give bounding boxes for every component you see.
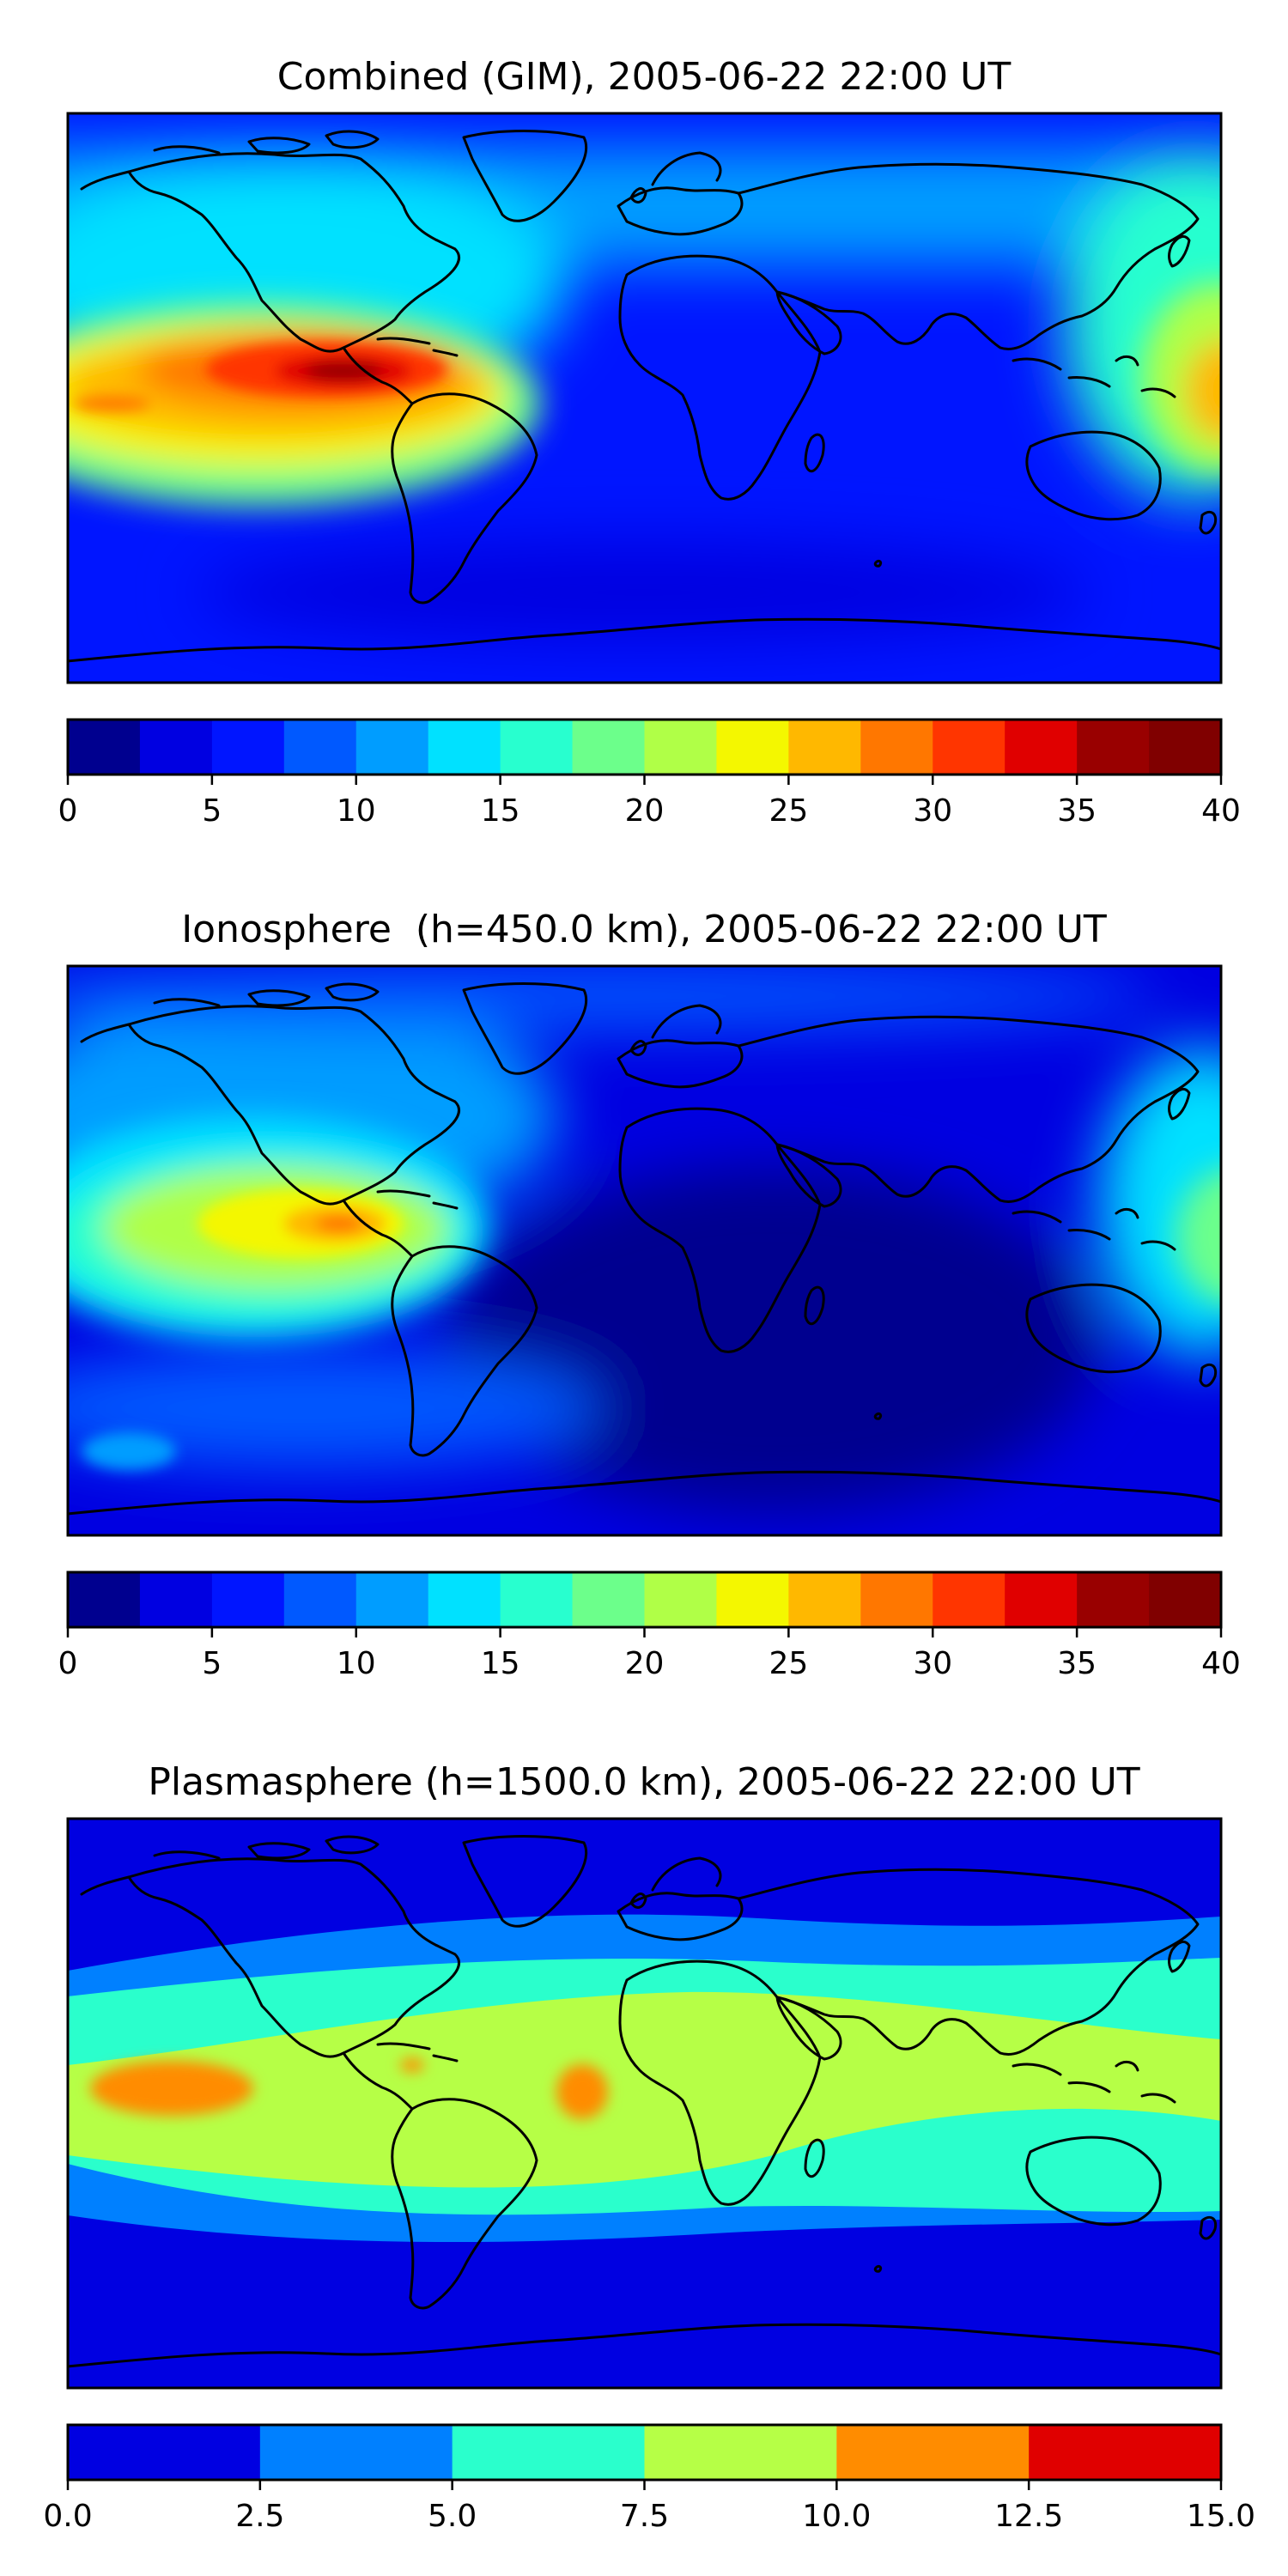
map-combined xyxy=(68,113,1221,683)
colorbar-cell xyxy=(211,1572,285,1627)
colorbar-combined: 0 5 10 15 20 25 30 35 40 xyxy=(58,718,1241,829)
tec-region-night-minimum xyxy=(447,1168,1099,1511)
colorbar-cell xyxy=(933,720,1005,775)
colorbar-tick-label: 30 xyxy=(913,1646,952,1681)
colorbar-tick-label: 10.0 xyxy=(802,2499,871,2534)
colorbar-cell xyxy=(788,1572,861,1627)
colorbar-tick-label: 15.0 xyxy=(1187,2499,1255,2534)
panel-plasmasphere: Plasmasphere (h=1500.0 km), 2005-06-22 2… xyxy=(43,1760,1255,2534)
tec-region-north-band xyxy=(68,966,1159,1030)
colorbar-cell xyxy=(572,1572,645,1627)
colorbar-tick-label: 5.0 xyxy=(428,2499,477,2534)
map-frame-combined xyxy=(66,112,1223,684)
colorbar-cell xyxy=(1149,720,1222,775)
colorbar-cell xyxy=(716,1572,789,1627)
colorbar-cell xyxy=(1149,1572,1222,1627)
colorbar-tick-label: 10 xyxy=(337,1646,376,1681)
colorbar-tick-label: 15 xyxy=(481,1646,520,1681)
colorbar-tick-label: 30 xyxy=(913,793,952,829)
colorbar-cell xyxy=(1029,2425,1222,2480)
colorbar-cell xyxy=(644,720,717,775)
colorbar-tick-label: 20 xyxy=(625,793,665,829)
chart-title-combined: Combined (GIM), 2005-06-22 22:00 UT xyxy=(277,55,1012,99)
colorbar-cell xyxy=(1005,1572,1078,1627)
colorbar-tick-label: 25 xyxy=(769,793,808,829)
tec-region-southeast-pacific xyxy=(82,1432,176,1470)
tec-region-low-stripe xyxy=(73,396,150,411)
colorbar-cell xyxy=(68,720,141,775)
colorbar-cell xyxy=(644,1572,717,1627)
colorbar-tick-label: 15 xyxy=(481,793,520,829)
colorbar-cell xyxy=(1077,720,1150,775)
colorbar-cell xyxy=(860,1572,933,1627)
colorbar-cell xyxy=(644,2425,837,2480)
colorbar-cell xyxy=(68,2425,261,2480)
colorbar-tick-label: 35 xyxy=(1057,1646,1097,1681)
tec-band-7p5 xyxy=(68,1991,1221,2188)
tec-region-peak-core xyxy=(315,1215,363,1232)
colorbar-ionosphere: 0 5 10 15 20 25 30 35 40 xyxy=(58,1571,1241,1681)
tec-region-south-band xyxy=(68,1348,601,1468)
colorbar-cell xyxy=(933,1572,1005,1627)
tec-region-pacific-yellow xyxy=(1185,339,1221,442)
colorbar-cell xyxy=(139,720,213,775)
colorbar-cell xyxy=(500,720,574,775)
chart-title-ionosphere: Ionosphere (h=450.0 km), 2005-06-22 22:0… xyxy=(181,908,1107,951)
colorbar-tick-label: 5 xyxy=(202,793,222,829)
colorbar-tick-label: 7.5 xyxy=(620,2499,669,2534)
tec-region-caribbean-max xyxy=(400,2058,424,2072)
colorbar-cell xyxy=(355,720,429,775)
colorbar-cell xyxy=(836,2425,1030,2480)
colorbar-cell xyxy=(211,720,285,775)
colorbar-tick-label: 20 xyxy=(625,1646,665,1681)
colorbar-cell xyxy=(452,2425,645,2480)
colorbar-cell xyxy=(259,2425,453,2480)
colorbar-cell xyxy=(283,1572,357,1627)
colorbar-cell xyxy=(283,720,357,775)
tec-region-pacific-green xyxy=(1176,1170,1221,1303)
colorbar-tick-label: 35 xyxy=(1057,793,1097,829)
panel-combined: Combined (GIM), 2005-06-22 22:00 UT xyxy=(58,55,1241,829)
map-frame-ionosphere xyxy=(66,964,1223,1537)
colorbar-cell xyxy=(355,1572,429,1627)
colorbar-plasmasphere: 0.0 2.5 5.0 7.5 10.0 12.5 15.0 xyxy=(43,2423,1255,2534)
colorbar-cell xyxy=(428,1572,501,1627)
tec-region-south-atlantic-max xyxy=(556,2064,608,2119)
chart-title-plasmasphere: Plasmasphere (h=1500.0 km), 2005-06-22 2… xyxy=(148,1760,1139,1804)
colorbar-cell xyxy=(139,1572,213,1627)
tec-region-eastern-pacific-max xyxy=(90,2061,253,2116)
colorbar-cell xyxy=(68,1572,141,1627)
tec-region-south xyxy=(197,541,1091,644)
colorbar-tick-label: 5 xyxy=(202,1646,222,1681)
colorbar-tick-label: 0 xyxy=(58,793,78,829)
colorbar-cell xyxy=(1005,720,1078,775)
colorbar-cell xyxy=(1077,1572,1150,1627)
colorbar-cell xyxy=(788,720,861,775)
colorbar-tick-label: 0.0 xyxy=(43,2499,92,2534)
tec-region-peak-core xyxy=(305,361,382,381)
colorbar-cell xyxy=(860,720,933,775)
colorbar-tick-label: 40 xyxy=(1201,1646,1241,1681)
map-frame-plasmasphere xyxy=(66,1817,1223,2390)
colorbar-cell xyxy=(428,720,501,775)
colorbar-tick-label: 10 xyxy=(337,793,376,829)
colorbar-cell xyxy=(716,720,789,775)
map-plasmasphere xyxy=(68,1819,1221,2388)
colorbar-tick-label: 0 xyxy=(58,1646,78,1681)
panel-ionosphere: Ionosphere (h=450.0 km), 2005-06-22 22:0… xyxy=(58,908,1241,1681)
colorbar-tick-label: 12.5 xyxy=(994,2499,1063,2534)
colorbar-tick-label: 40 xyxy=(1201,793,1241,829)
colorbar-tick-label: 2.5 xyxy=(235,2499,284,2534)
colorbar-cell xyxy=(572,720,645,775)
colorbar-cell xyxy=(500,1572,574,1627)
map-ionosphere xyxy=(68,966,1221,1535)
colorbar-tick-label: 25 xyxy=(769,1646,808,1681)
